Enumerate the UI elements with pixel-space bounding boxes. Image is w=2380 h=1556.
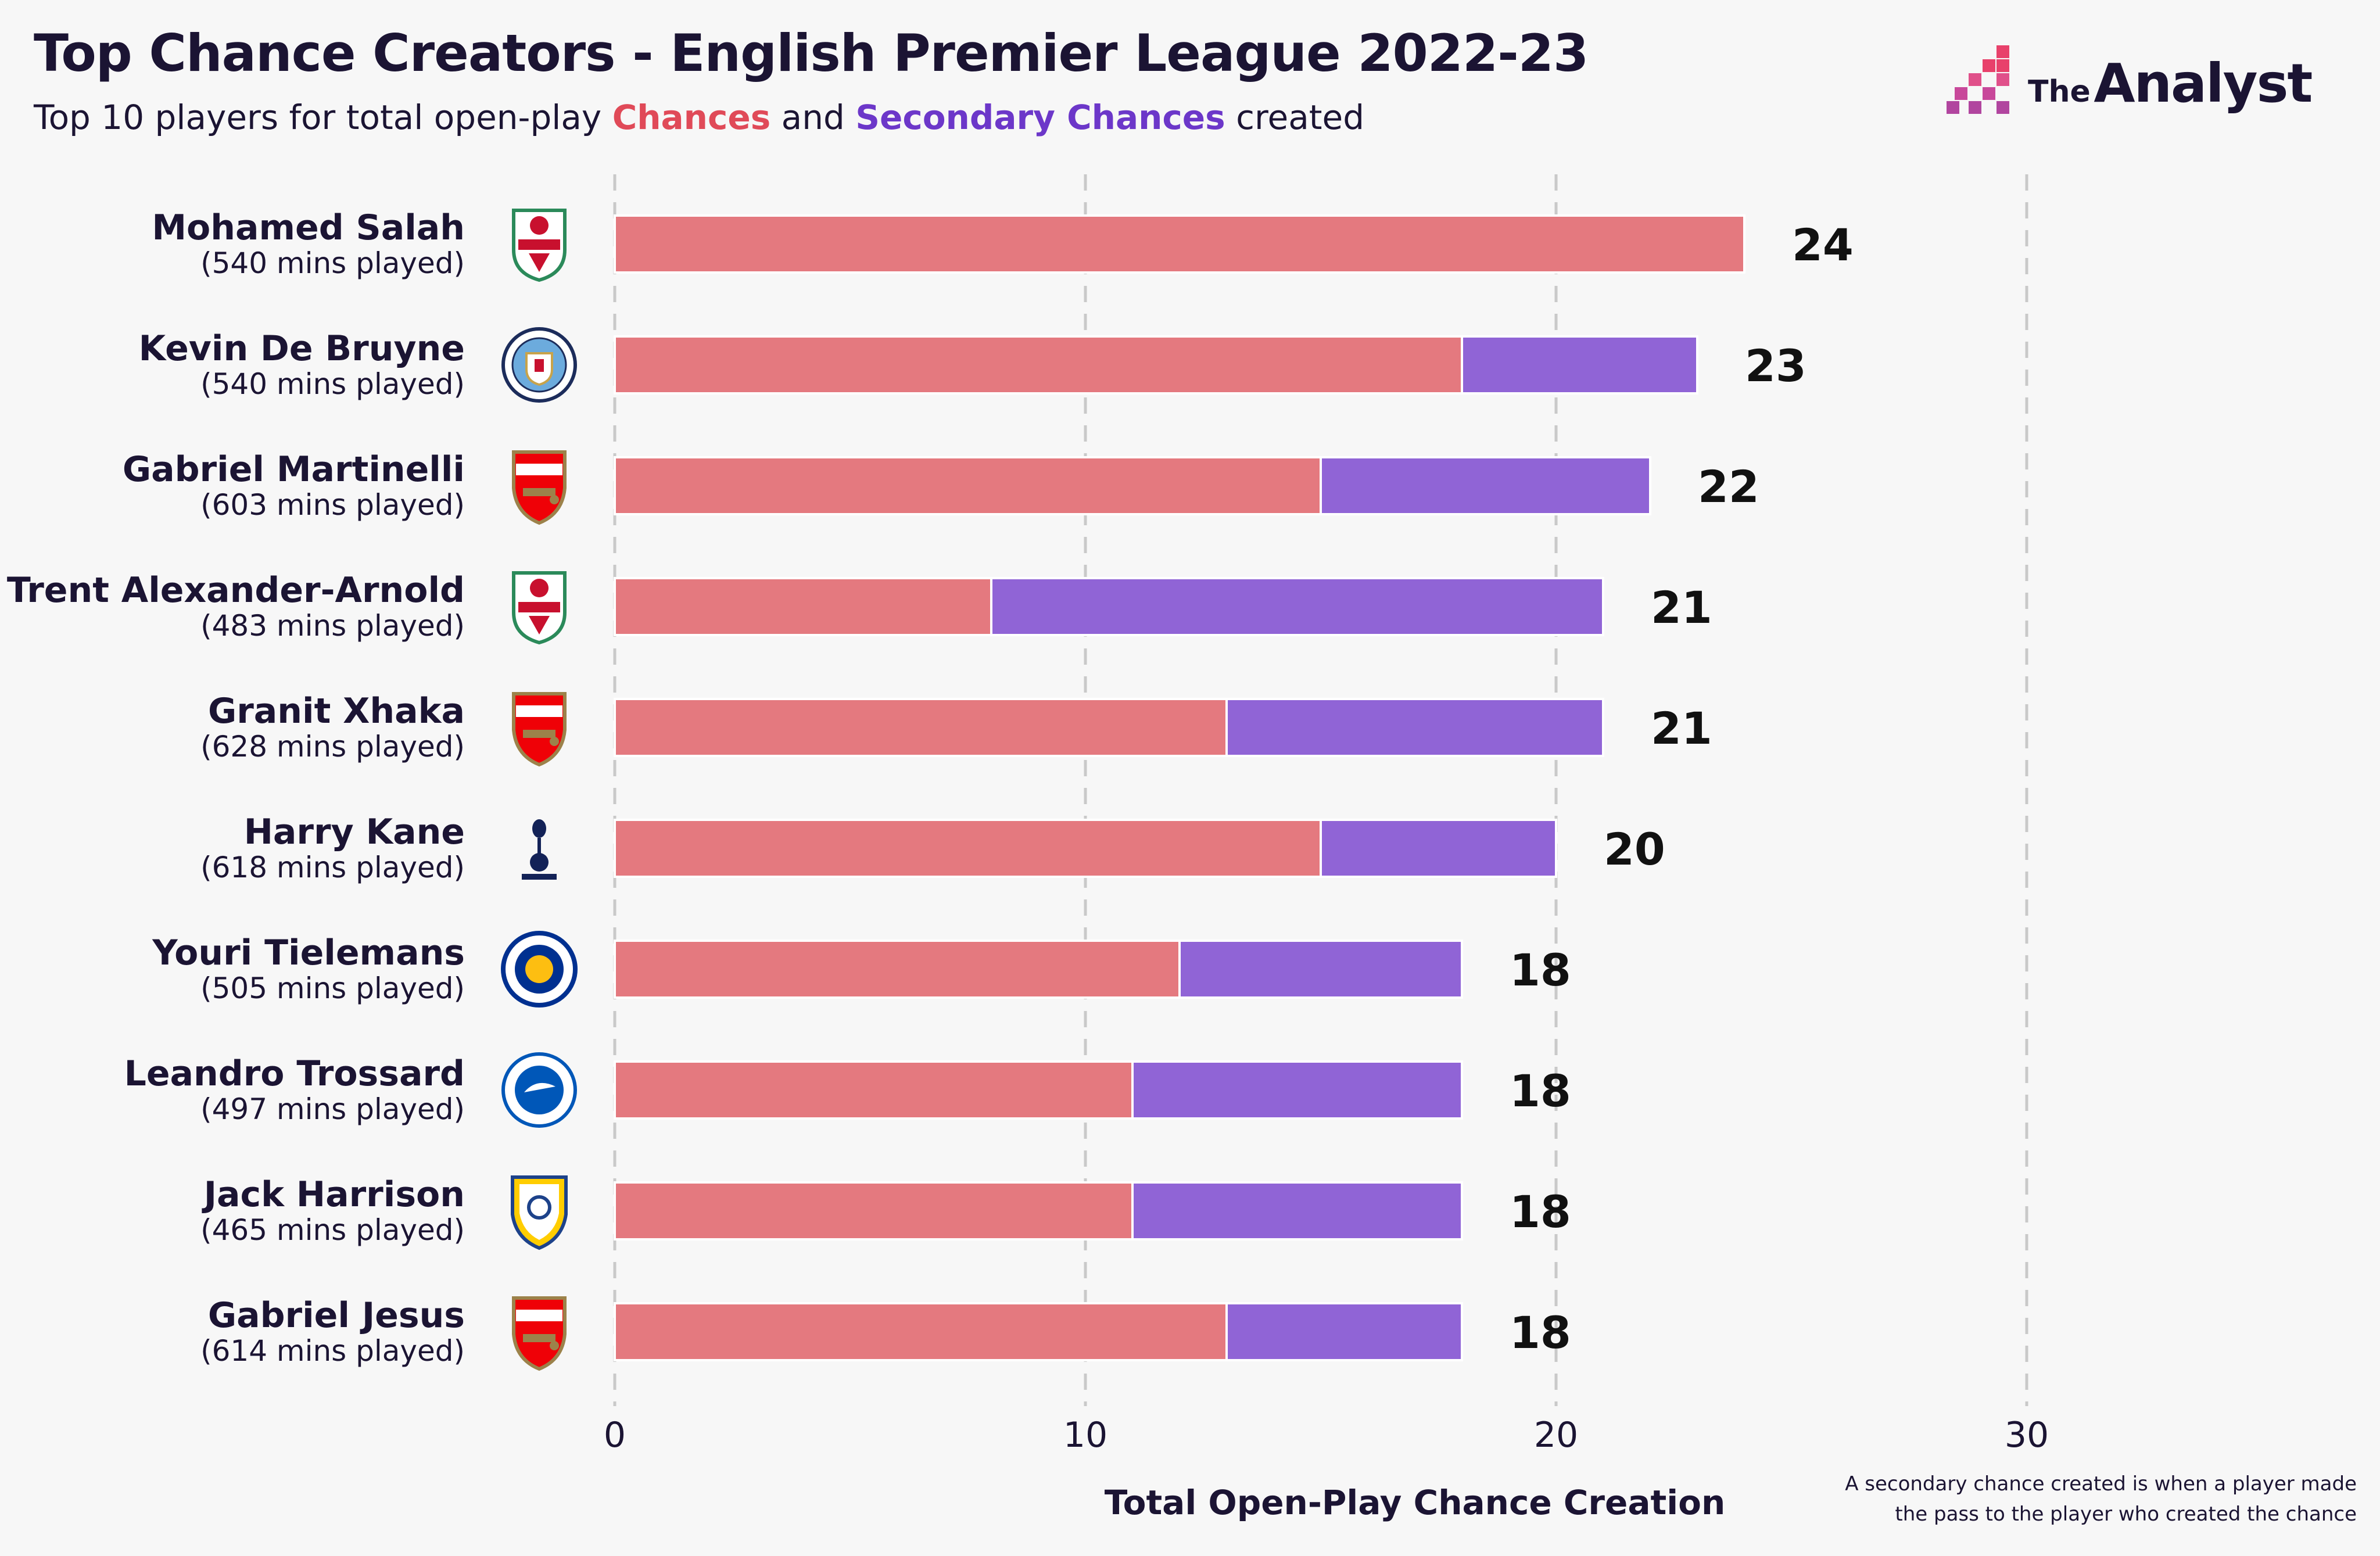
tottenham-crest-icon xyxy=(532,819,546,838)
crest-cannon-wheel xyxy=(550,495,559,504)
footnote-line-1: A secondary chance created is when a pla… xyxy=(1845,1472,2357,1496)
bar-chances xyxy=(614,1060,1134,1120)
player-minutes: (505 mins played) xyxy=(200,971,465,1005)
player-name: Trent Alexander-Arnold xyxy=(7,570,465,611)
bar-secondary-chances xyxy=(1131,1181,1463,1241)
bar-secondary-chances xyxy=(1320,456,1651,515)
bar-total-label: 18 xyxy=(1510,1186,1571,1238)
player-name: Mohamed Salah xyxy=(152,207,465,248)
crest-flame xyxy=(529,253,550,272)
bar-total-label: 24 xyxy=(1792,219,1854,271)
logo-analyst: Analyst xyxy=(2094,52,2313,114)
bar-secondary-chances xyxy=(990,577,1604,636)
crest-ship xyxy=(535,359,544,372)
bar-total-label: 20 xyxy=(1604,823,1665,875)
crest-inner xyxy=(519,1184,559,1240)
logo-wordmark: The Analyst xyxy=(2028,52,2313,114)
crest-wordmark-band xyxy=(516,705,562,717)
subtitle-prefix: Top 10 players for total open-play xyxy=(34,98,612,137)
logo-the: The xyxy=(2028,74,2091,109)
bar-secondary-chances xyxy=(1225,698,1604,757)
x-tick-label-30: 30 xyxy=(2005,1415,2049,1455)
bar-secondary-chances xyxy=(1178,940,1463,999)
crest-banner xyxy=(518,239,560,250)
arsenal-crest-icon xyxy=(512,1296,567,1371)
player-name: Granit Xhaka xyxy=(208,691,465,732)
crest-wordmark-band xyxy=(516,464,562,475)
crest-seagull xyxy=(524,1082,555,1092)
player-minutes: (497 mins played) xyxy=(200,1092,465,1126)
player-name: Gabriel Martinelli xyxy=(123,449,465,490)
x-tick-label-0: 0 xyxy=(604,1415,626,1455)
bar-total-label: 22 xyxy=(1698,461,1759,512)
player-minutes: (603 mins played) xyxy=(200,488,465,522)
the-analyst-logo: The Analyst xyxy=(1947,44,2318,120)
bar-secondary-chances xyxy=(1225,1302,1463,1361)
crest-liver-bird xyxy=(530,216,549,235)
player-minutes: (483 mins played) xyxy=(200,609,465,643)
bar-chances xyxy=(614,1302,1228,1361)
footnote-line-2: the pass to the player who created the c… xyxy=(1895,1503,2357,1526)
chart-title: Top Chance Creators - English Premier Le… xyxy=(34,23,1589,83)
player-minutes: (618 mins played) xyxy=(200,851,465,884)
crest-cannon-wheel xyxy=(550,737,559,746)
player-minutes: (540 mins played) xyxy=(200,246,465,280)
bar-total-label: 18 xyxy=(1510,1307,1571,1358)
crest-cannon xyxy=(523,488,555,496)
crest-cannon-wheel xyxy=(550,1341,559,1350)
crest-inner xyxy=(515,1066,564,1114)
crest-fox xyxy=(525,955,553,983)
bar-chances xyxy=(614,1181,1134,1241)
bar-secondary-chances xyxy=(1131,1060,1463,1120)
bar-total-label: 21 xyxy=(1651,702,1712,754)
bar-total-label: 23 xyxy=(1745,340,1806,392)
player-minutes: (540 mins played) xyxy=(200,367,465,401)
crest-wordmark xyxy=(522,874,557,880)
bar-chances xyxy=(614,214,1745,274)
footnote: A secondary chance created is when a pla… xyxy=(1845,1469,2357,1529)
crest-cannon xyxy=(523,1334,555,1342)
bar-chances xyxy=(614,335,1463,395)
player-minutes: (614 mins played) xyxy=(200,1334,465,1368)
crest-banner xyxy=(518,602,560,612)
bar-secondary-chances xyxy=(1461,335,1698,395)
bar-total-label: 18 xyxy=(1510,944,1571,996)
subtitle-mid: and xyxy=(770,98,856,137)
bar-secondary-chances xyxy=(1320,819,1557,878)
player-name: Harry Kane xyxy=(244,812,465,852)
player-name: Jack Harrison xyxy=(202,1174,465,1215)
bar-chances xyxy=(614,577,992,636)
crest-ball xyxy=(530,853,549,872)
subtitle-secondary-highlight: Secondary Chances xyxy=(855,98,1225,137)
bar-chances xyxy=(614,940,1181,999)
analyst-pixel-logo-icon xyxy=(1947,45,2009,114)
bar-chances xyxy=(614,698,1228,757)
crest-liver-bird xyxy=(530,579,549,597)
player-name: Youri Tielemans xyxy=(152,933,465,973)
crest-cannon xyxy=(523,730,555,738)
subtitle-chances-highlight: Chances xyxy=(612,98,771,137)
crest-rose xyxy=(527,1195,551,1220)
x-axis-label: Total Open-Play Chance Creation xyxy=(1105,1483,1726,1522)
arsenal-crest-icon xyxy=(512,692,567,767)
bar-total-label: 18 xyxy=(1510,1065,1571,1117)
bar-chances xyxy=(614,819,1322,878)
player-name: Leandro Trossard xyxy=(124,1053,465,1094)
crest-flame xyxy=(529,616,550,634)
player-name: Gabriel Jesus xyxy=(208,1295,465,1336)
player-name: Kevin De Bruyne xyxy=(139,328,465,369)
bar-total-label: 21 xyxy=(1651,582,1712,633)
player-minutes: (628 mins played) xyxy=(200,730,465,763)
x-tick-label-20: 20 xyxy=(1534,1415,1578,1455)
bar-chances xyxy=(614,456,1322,515)
player-minutes: (465 mins played) xyxy=(200,1213,465,1247)
crest-wordmark-band xyxy=(516,1310,562,1321)
chart-subtitle: Top 10 players for total open-play Chanc… xyxy=(34,98,1364,137)
arsenal-crest-icon xyxy=(512,450,567,525)
subtitle-suffix: created xyxy=(1225,98,1365,137)
x-tick-label-10: 10 xyxy=(1063,1415,1107,1455)
